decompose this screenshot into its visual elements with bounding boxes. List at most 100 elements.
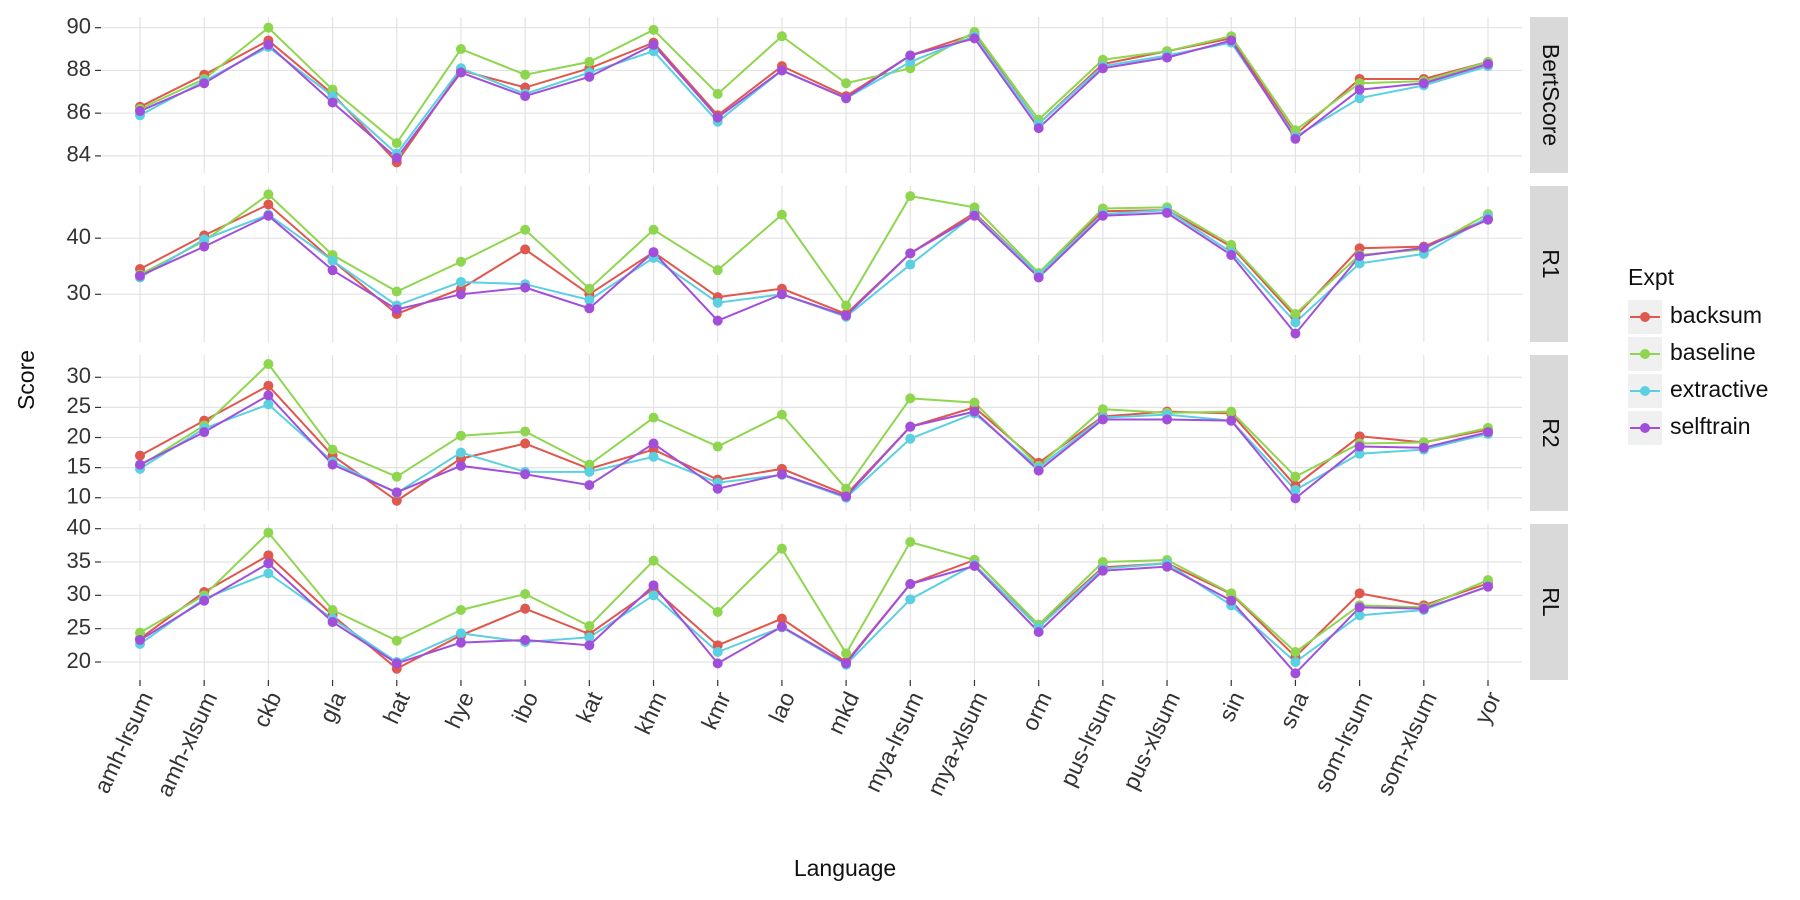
y-tick-label: 25 (67, 614, 91, 639)
data-point (1354, 610, 1365, 621)
data-point (1354, 93, 1365, 104)
data-point (327, 255, 338, 266)
data-point (1290, 493, 1301, 504)
data-point (712, 297, 723, 308)
data-point (584, 459, 595, 470)
x-tick-label: kat (571, 687, 608, 726)
data-point (1354, 258, 1365, 269)
data-point (1354, 431, 1365, 442)
data-point (1162, 561, 1173, 572)
data-point (1097, 414, 1108, 425)
data-point (841, 658, 852, 669)
data-point (199, 595, 210, 606)
data-point (776, 65, 787, 76)
data-point (584, 621, 595, 631)
data-point (776, 621, 787, 632)
series-line (139, 211, 1489, 336)
data-point (263, 189, 274, 200)
data-point (1033, 465, 1044, 476)
series-line (139, 362, 1489, 491)
data-point (1483, 581, 1493, 592)
data-point (776, 543, 787, 554)
data-point (199, 234, 210, 245)
data-point (135, 450, 145, 461)
series-line (139, 193, 1489, 316)
data-point (905, 191, 916, 202)
data-point (455, 447, 466, 458)
data-point (455, 430, 466, 441)
data-point (905, 594, 916, 605)
data-point (455, 276, 466, 287)
y-tick-label: 15 (67, 453, 91, 478)
series-line (139, 531, 1489, 656)
data-point (455, 44, 466, 55)
data-point (584, 71, 595, 82)
data-point (584, 56, 595, 67)
legend-dot (1640, 349, 1650, 359)
data-point (712, 647, 723, 657)
legend-label: backsum (1670, 302, 1762, 328)
x-tick-label: hye (440, 688, 479, 733)
data-point (1418, 442, 1429, 453)
data-point (776, 289, 787, 300)
data-point (135, 459, 145, 470)
data-point (391, 635, 402, 646)
data-point (199, 427, 210, 438)
data-point (1354, 602, 1365, 613)
data-point (199, 241, 210, 252)
data-point (712, 607, 723, 617)
data-point (1226, 415, 1237, 426)
data-point (1097, 210, 1108, 221)
data-point (1033, 123, 1044, 134)
data-point (1354, 84, 1365, 95)
data-point (712, 265, 723, 276)
strip-background (1530, 355, 1568, 511)
data-point (1418, 242, 1429, 253)
data-point (841, 78, 852, 89)
data-point (1354, 588, 1365, 599)
data-point (520, 603, 531, 614)
strip-label: R2 (1538, 418, 1564, 447)
data-point (1033, 272, 1044, 283)
data-point (648, 580, 659, 591)
data-point (905, 50, 916, 61)
data-point (584, 294, 595, 305)
data-point (1290, 647, 1301, 657)
data-point (1354, 251, 1365, 262)
legend-dot (1640, 386, 1650, 396)
data-point (327, 605, 338, 615)
x-axis-label: Language (794, 855, 896, 881)
data-point (1354, 441, 1365, 452)
y-tick-label: 30 (67, 280, 91, 305)
data-point (1483, 427, 1493, 438)
strip-label: RL (1538, 587, 1564, 617)
data-point (1162, 207, 1173, 218)
strip-background (1530, 186, 1568, 342)
data-point (1290, 484, 1301, 495)
data-point (1290, 657, 1301, 667)
data-point (712, 483, 723, 494)
data-point (263, 210, 274, 221)
series-line (139, 37, 1489, 160)
data-point (969, 406, 980, 417)
data-point (520, 244, 531, 255)
data-point (455, 460, 466, 471)
data-point (135, 627, 145, 638)
y-tick-label: 40 (67, 514, 91, 539)
data-point (327, 459, 338, 470)
data-point (327, 617, 338, 627)
data-point (1226, 35, 1237, 46)
legend-label: baseline (1670, 339, 1756, 365)
x-tick-label: mkd (822, 688, 864, 738)
data-point (648, 438, 659, 449)
data-point (905, 537, 916, 547)
x-tick-label: gla (314, 688, 351, 727)
data-point (712, 658, 723, 669)
x-tick-label: amh-lrsum (89, 688, 158, 797)
data-point (1290, 317, 1301, 328)
data-point (648, 224, 659, 235)
data-point (905, 259, 916, 270)
data-point (391, 471, 402, 482)
data-point (1226, 588, 1237, 599)
